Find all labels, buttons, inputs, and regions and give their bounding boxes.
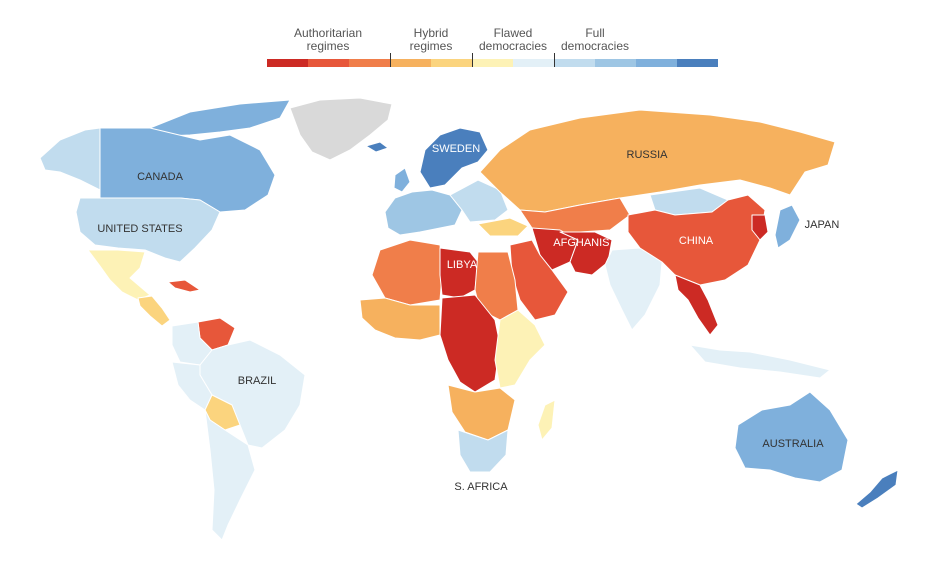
- label-s-africa: S. AFRICA: [454, 481, 508, 493]
- legend-swatch: [554, 59, 595, 67]
- label-canada: CANADA: [137, 171, 184, 183]
- legend-swatch: [513, 59, 554, 67]
- region-south-africa: [457, 429, 509, 473]
- region-canada-arctic: [149, 99, 291, 137]
- legend-swatch: [677, 59, 718, 67]
- region-southern-cone: [204, 409, 256, 541]
- region-southeast-asia: [674, 274, 719, 336]
- legend-swatch: [390, 59, 431, 67]
- region-central-america: [137, 295, 171, 327]
- legend-swatch: [636, 59, 677, 67]
- legend-color-scale: [267, 59, 718, 67]
- region-iceland: [365, 141, 389, 153]
- region-central-africa: [439, 294, 501, 393]
- legend-label-hybrid: Hybrid regimes: [409, 26, 453, 53]
- region-uk: [393, 167, 411, 193]
- legend-swatch: [595, 59, 636, 67]
- label-japan: JAPAN: [805, 219, 840, 231]
- region-scandinavia: [419, 127, 489, 189]
- legend-label-flawed: Flawed democracies: [478, 26, 548, 53]
- label-china: CHINA: [679, 235, 714, 247]
- legend-swatch: [308, 59, 349, 67]
- region-western-europe: [384, 189, 463, 236]
- region-united-states: [75, 197, 221, 263]
- map-legend: Authoritarian regimes Hybrid regimes Fla…: [0, 0, 945, 80]
- legend-swatch: [267, 59, 308, 67]
- legend-divider: [472, 53, 473, 67]
- legend-divider: [554, 53, 555, 67]
- legend-label-full: Full democracies: [560, 26, 630, 53]
- region-new-zealand: [855, 469, 899, 509]
- region-west-africa: [359, 297, 441, 341]
- label-united-states: UNITED STATES: [97, 223, 182, 235]
- label-russia: RUSSIA: [627, 149, 669, 161]
- label-brazil: BRAZIL: [238, 375, 277, 387]
- region-north-africa-west: [371, 239, 443, 306]
- label-sweden: SWEDEN: [432, 143, 480, 155]
- label-libya: LIBYA: [447, 259, 478, 271]
- legend-divider: [390, 53, 391, 67]
- region-cuba: [167, 279, 201, 293]
- region-korea: [751, 214, 769, 241]
- legend-swatch: [472, 59, 513, 67]
- region-turkey: [477, 217, 529, 237]
- region-mexico: [87, 249, 151, 301]
- region-east-africa: [494, 309, 546, 389]
- region-china: [627, 194, 766, 286]
- label-australia: AUSTRALIA: [762, 438, 824, 450]
- region-greenland: [289, 97, 393, 161]
- region-australia: [734, 391, 849, 483]
- legend-swatch: [349, 59, 390, 67]
- region-indonesia: [689, 344, 831, 379]
- label-afghanistan: AFGHANISTAN: [553, 237, 630, 249]
- region-eastern-europe: [449, 179, 509, 223]
- region-alaska: [39, 127, 106, 191]
- region-india: [604, 247, 663, 331]
- legend-swatch: [431, 59, 472, 67]
- legend-label-authoritarian: Authoritarian regimes: [293, 26, 363, 53]
- region-madagascar: [537, 399, 556, 441]
- region-libya: [439, 247, 479, 299]
- region-afghanistan: [559, 231, 613, 276]
- region-japan: [774, 204, 801, 249]
